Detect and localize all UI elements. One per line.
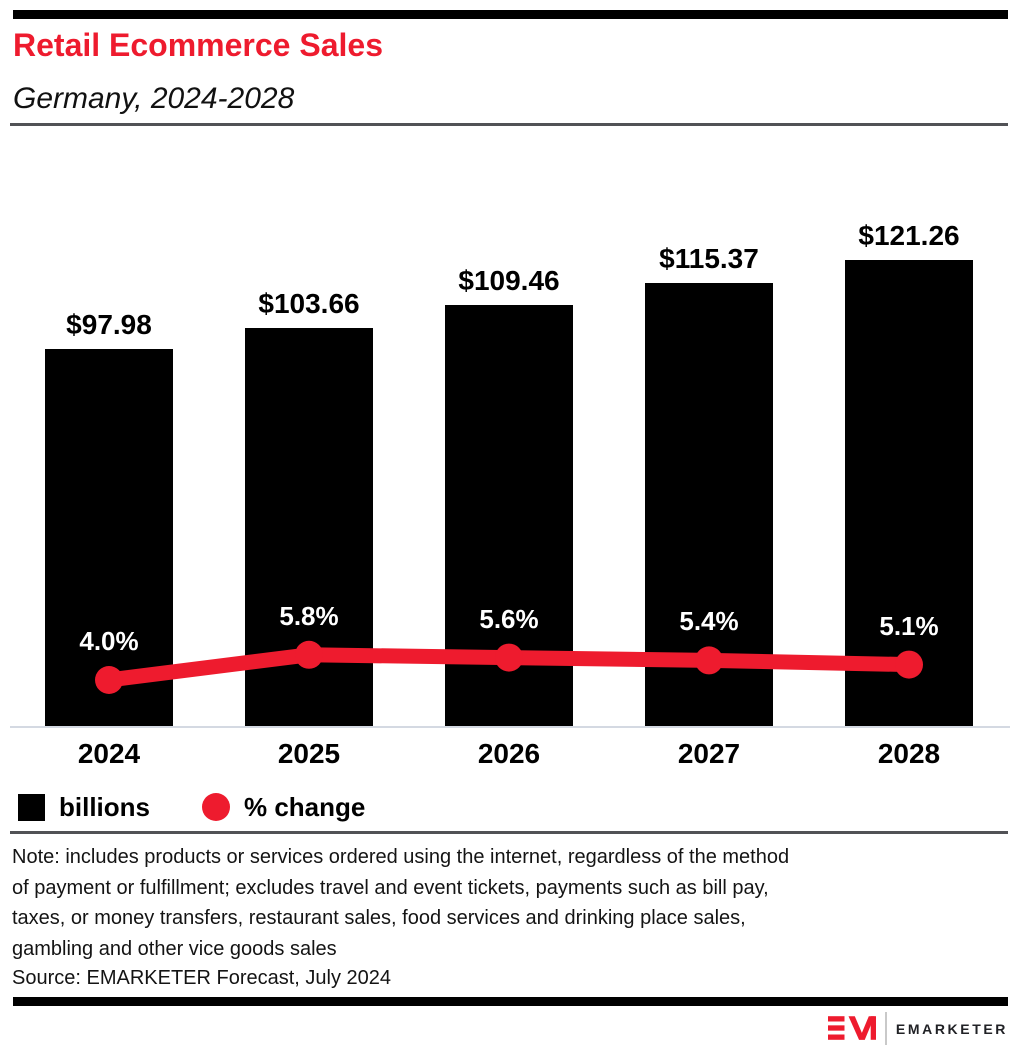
bar-2025 — [245, 327, 373, 726]
x-axis-tick-label: 2024 — [77, 738, 141, 769]
pct-change-label: 5.1% — [879, 610, 939, 641]
bar-value-label: $115.37 — [659, 242, 759, 274]
pct-change-dot — [695, 646, 723, 675]
note: Note: includes products or services orde… — [12, 842, 789, 964]
pct-change-label: 4.0% — [79, 626, 139, 656]
logo-divider — [884, 1011, 887, 1045]
chart-title: Retail Ecommerce Sales — [13, 27, 383, 63]
x-axis-line — [10, 726, 1010, 728]
legend-swatch-pct-change — [202, 793, 230, 821]
legend-label-billions: billions — [59, 791, 150, 822]
bar-2027 — [645, 282, 773, 726]
chart-subtitle: Germany, 2024-2028 — [13, 82, 295, 115]
pct-change-dot — [495, 643, 523, 672]
emarketer-logo: EMARKETER — [827, 1010, 1008, 1046]
bar-value-label: $109.46 — [458, 265, 560, 297]
logo-wordmark: EMARKETER — [895, 1020, 1008, 1037]
x-axis-tick-label: 2026 — [477, 738, 541, 769]
legend-label-pct-change: % change — [244, 791, 366, 822]
bottom-rule — [13, 997, 1008, 1006]
pct-change-dot — [895, 650, 923, 679]
pct-change-label: 5.6% — [479, 603, 539, 634]
bar-2024 — [45, 349, 173, 726]
pct-change-dot — [295, 640, 323, 669]
note-line: gambling and other vice goods sales — [12, 937, 337, 960]
top-rule — [13, 10, 1008, 19]
note-line: of payment or fulfillment; excludes trav… — [12, 876, 769, 899]
note-line: Note: includes products or services orde… — [12, 846, 790, 868]
bar-value-label: $121.26 — [858, 220, 960, 251]
bar-2026 — [445, 305, 573, 726]
pct-change-label: 5.8% — [279, 600, 339, 631]
pct-change-line — [101, 647, 917, 688]
x-axis-tick-label: 2027 — [677, 738, 741, 769]
legend-divider — [10, 831, 1008, 834]
bar-2028 — [845, 260, 973, 726]
header-divider — [10, 123, 1008, 126]
bar-value-label: $103.66 — [258, 287, 360, 319]
bar-value-label: $97.98 — [66, 309, 152, 341]
legend: billions % change — [18, 791, 365, 823]
pct-change-label: 5.4% — [679, 606, 739, 637]
pct-change-dot — [95, 666, 123, 694]
legend-swatch-billions — [18, 793, 45, 821]
emarketer-monogram-icon — [827, 1016, 876, 1040]
note-line: taxes, or money transfers, restaurant sa… — [12, 907, 746, 929]
source-text: Source: EMARKETER Forecast, July 2024 — [12, 967, 392, 989]
x-axis-tick-label: 2025 — [277, 738, 341, 769]
x-axis-tick-label: 2028 — [877, 738, 941, 769]
